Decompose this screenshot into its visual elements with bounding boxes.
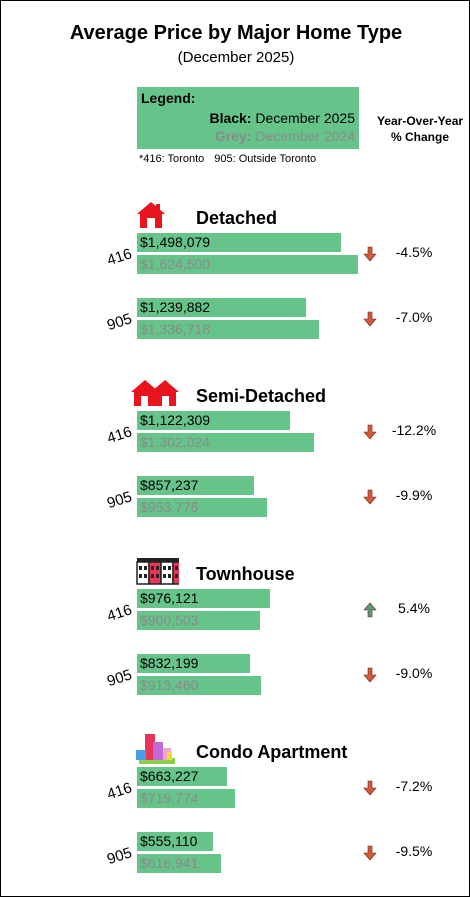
down-arrow-icon (363, 780, 377, 796)
group-title: Condo Apartment (196, 742, 348, 762)
current-bar: $857,237 (137, 476, 254, 495)
legend: Legend: Black: December 2025 Grey: Decem… (137, 87, 359, 149)
group-title: Semi-Detached (196, 386, 327, 406)
previous-bar: $1,336,718 (137, 320, 319, 339)
yoy-change-value: -4.5% (395, 244, 433, 260)
legend-current-key: Black: (209, 110, 252, 126)
region-label: 905 (105, 666, 135, 691)
current-value-label: $555,110 (140, 833, 198, 849)
note-905: 905: Outside Toronto (214, 153, 317, 165)
current-value-label: $663,227 (140, 768, 199, 784)
region-label: 905 (105, 488, 135, 513)
current-bar: $1,498,079 (137, 233, 341, 252)
down-arrow-icon (363, 489, 377, 505)
down-arrow-icon (363, 667, 377, 683)
chart-title: Average Price by Major Home Type (69, 22, 403, 44)
chart-subtitle: (December 2025) (177, 49, 295, 66)
previous-value-label: $913,460 (140, 677, 199, 693)
legend-heading: Legend: (141, 90, 196, 106)
previous-value-label: $719,774 (140, 790, 199, 806)
previous-bar: $913,460 (137, 676, 261, 695)
semi-detached-houses-icon (131, 380, 179, 406)
down-arrow-icon (363, 246, 377, 262)
previous-bar: $1,302,024 (137, 433, 314, 452)
yoy-change-value: 5.4% (398, 600, 430, 616)
previous-bar: $719,774 (137, 789, 235, 808)
region-label: 416 (105, 779, 135, 804)
yoy-header-line2: % Change (390, 130, 449, 144)
region-label: 416 (105, 601, 135, 626)
region-label: 905 (105, 844, 135, 869)
previous-value-label: $1,624,500 (140, 256, 211, 272)
current-value-label: $976,121 (140, 590, 199, 606)
down-arrow-icon (363, 311, 377, 327)
group-title: Detached (196, 208, 278, 228)
legend-current: Black: December 2025 (209, 110, 355, 126)
previous-value-label: $616,941 (140, 855, 199, 871)
up-arrow-icon (363, 602, 377, 618)
previous-value-label: $1,302,024 (140, 434, 211, 450)
region-note: *416: Toronto 905: Outside Toronto (139, 153, 326, 165)
previous-bar: $953,776 (137, 498, 267, 517)
down-arrow-icon (363, 845, 377, 861)
legend-previous-period: December 2024 (255, 128, 355, 144)
legend-previous: Grey: December 2024 (215, 128, 355, 144)
previous-bar: $616,941 (137, 854, 221, 873)
legend-current-period: December 2025 (255, 110, 355, 126)
group-title: Townhouse (196, 564, 295, 584)
previous-value-label: $1,336,718 (140, 321, 211, 337)
previous-bar: $1,624,500 (137, 255, 358, 274)
previous-value-label: $900,503 (140, 612, 199, 628)
current-bar: $663,227 (137, 767, 227, 786)
yoy-change-value: -9.0% (395, 665, 433, 681)
current-value-label: $1,122,309 (140, 412, 211, 428)
current-value-label: $1,239,882 (140, 299, 211, 315)
region-label: 905 (105, 310, 135, 335)
previous-value-label: $953,776 (140, 499, 199, 515)
current-bar: $1,239,882 (137, 298, 306, 317)
yoy-header: Year-Over-Year % Change (361, 113, 469, 145)
townhouse-row-icon (136, 558, 179, 585)
previous-bar: $900,503 (137, 611, 260, 630)
current-bar: $976,121 (137, 589, 270, 608)
yoy-change-value: -12.2% (391, 422, 437, 438)
note-416: *416: Toronto (139, 153, 205, 165)
current-value-label: $832,199 (140, 655, 199, 671)
yoy-change-value: -7.2% (395, 778, 433, 794)
current-bar: $555,110 (137, 832, 213, 851)
current-bar: $832,199 (137, 654, 250, 673)
region-label: 416 (105, 245, 135, 270)
region-label: 416 (105, 423, 135, 448)
yoy-change-value: -9.9% (395, 487, 433, 503)
current-value-label: $857,237 (140, 477, 199, 493)
current-value-label: $1,498,079 (140, 234, 211, 250)
yoy-header-line1: Year-Over-Year (376, 114, 464, 128)
house-icon (137, 202, 165, 228)
yoy-change-value: -7.0% (395, 309, 433, 325)
current-bar: $1,122,309 (137, 411, 290, 430)
down-arrow-icon (363, 424, 377, 440)
yoy-change-value: -9.5% (395, 843, 433, 859)
legend-previous-key: Grey: (214, 128, 252, 144)
condo-buildings-icon (136, 734, 175, 764)
